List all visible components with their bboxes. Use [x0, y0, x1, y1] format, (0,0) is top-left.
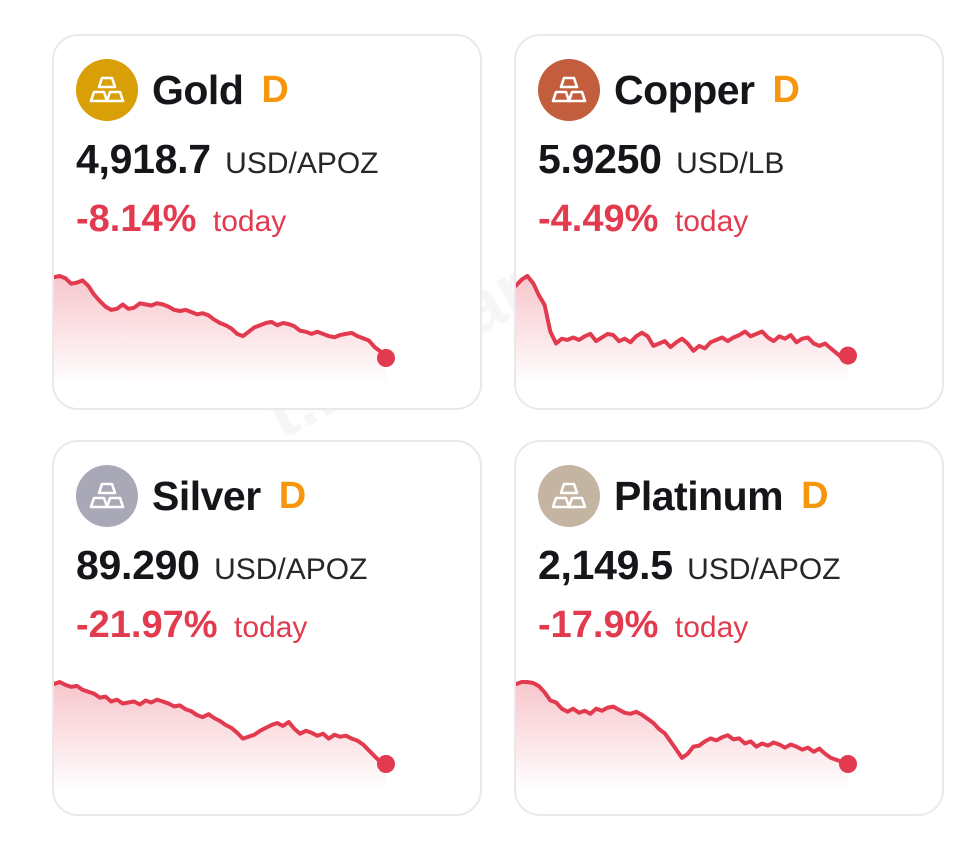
- card-header: Silver D: [76, 464, 306, 528]
- platinum-card[interactable]: Platinum D 2,149.5 USD/APOZ -17.9% today: [514, 440, 944, 816]
- sparkline-chart: [516, 680, 857, 792]
- change-row: -4.49% today: [538, 198, 748, 241]
- change-row: -17.9% today: [538, 604, 748, 647]
- sparkline-end-dot: [377, 755, 395, 773]
- price-unit: USD/APOZ: [687, 553, 841, 586]
- sparkline-chart: [516, 274, 857, 386]
- silver-bars-icon: [76, 465, 138, 527]
- sparkline-area: [516, 682, 848, 792]
- card-header: Platinum D: [538, 464, 829, 528]
- sparkline-end-dot: [839, 755, 857, 773]
- copper-card[interactable]: Copper D 5.9250 USD/LB -4.49% today: [514, 34, 944, 410]
- price-row: 5.9250 USD/LB: [538, 136, 784, 183]
- percent-change: -21.97%: [76, 604, 218, 646]
- sparkline-area: [54, 682, 386, 792]
- change-period: today: [674, 611, 749, 644]
- sparkline-line: [516, 680, 850, 766]
- asset-name: Gold: [152, 66, 244, 113]
- asset-name: Platinum: [614, 472, 784, 519]
- asset-name: Copper: [614, 66, 755, 113]
- percent-change: -17.9%: [538, 604, 659, 646]
- asset-badge: D: [772, 68, 800, 111]
- sparkline-chart: [54, 274, 395, 386]
- asset-price: 89.290: [76, 542, 200, 588]
- price-row: 4,918.7 USD/APOZ: [76, 136, 379, 183]
- sparkline-end-dot: [839, 346, 857, 365]
- sparkline-chart: [54, 680, 395, 792]
- sparkline-line: [516, 274, 850, 360]
- sparkline-area: [54, 276, 386, 386]
- gold-card[interactable]: Gold D 4,918.7 USD/APOZ -8.14% today: [52, 34, 482, 410]
- asset-name: Silver: [152, 472, 261, 519]
- price-unit: USD/APOZ: [225, 147, 379, 180]
- asset-price: 4,918.7: [76, 136, 211, 182]
- asset-badge: D: [261, 68, 289, 111]
- change-row: -8.14% today: [76, 198, 286, 241]
- price-unit: USD/APOZ: [214, 553, 368, 586]
- price-row: 89.290 USD/APOZ: [76, 542, 367, 589]
- sparkline-area: [516, 276, 848, 386]
- price-row: 2,149.5 USD/APOZ: [538, 542, 841, 589]
- platinum-bars-icon: [538, 465, 600, 527]
- asset-price: 2,149.5: [538, 542, 673, 588]
- sparkline-line: [54, 274, 388, 360]
- gold-bars-icon: [76, 59, 138, 121]
- change-period: today: [674, 205, 749, 238]
- percent-change: -4.49%: [538, 198, 659, 240]
- silver-card[interactable]: Silver D 89.290 USD/APOZ -21.97% today: [52, 440, 482, 816]
- percent-change: -8.14%: [76, 198, 197, 240]
- change-period: today: [234, 611, 308, 644]
- price-unit: USD/LB: [676, 147, 785, 180]
- asset-badge: D: [801, 474, 829, 517]
- sparkline-end-dot: [377, 349, 395, 367]
- asset-price: 5.9250: [538, 136, 662, 182]
- card-header: Gold D: [76, 58, 289, 122]
- asset-badge: D: [278, 474, 307, 517]
- sparkline-line: [54, 680, 388, 766]
- change-row: -21.97% today: [76, 604, 307, 647]
- change-period: today: [212, 205, 287, 238]
- card-header: Copper D: [538, 58, 800, 122]
- copper-ingots-icon: [538, 59, 600, 121]
